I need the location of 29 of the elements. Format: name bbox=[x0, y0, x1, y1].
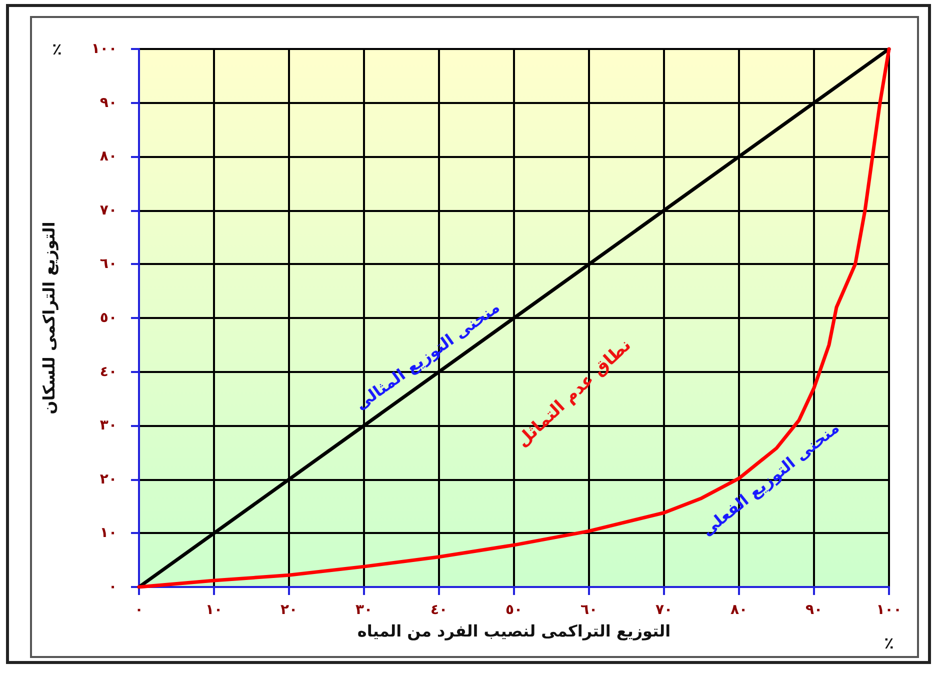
y-tick-label: ٤٠ bbox=[100, 364, 117, 380]
x-tick-label: ٣٠ bbox=[355, 602, 373, 618]
y-tick-label: ٩٠ bbox=[100, 94, 117, 111]
x-axis-title: التوزيع التراكمى لنصيب الفرد من المياه bbox=[357, 622, 671, 640]
y-axis-title: التوزيع التراكمى للسكان bbox=[40, 222, 58, 414]
y-tick-label: ٢٠ bbox=[100, 471, 117, 488]
x-tick-label: ١٠٠ bbox=[876, 602, 902, 618]
text: ٪ bbox=[884, 634, 894, 652]
text: منحنى التوزيع الفعلى bbox=[698, 418, 843, 540]
x-tick-label: ٠ bbox=[134, 602, 144, 618]
text: ٪ bbox=[52, 40, 62, 58]
x-tick-label: ٨٠ bbox=[730, 602, 748, 618]
x-tick-label: ٩٠ bbox=[805, 602, 823, 618]
y-tick-label: ١٠٠ bbox=[91, 41, 117, 57]
x-tick-label: ٥٠ bbox=[505, 602, 523, 618]
x-tick-label: ٦٠ bbox=[580, 602, 598, 618]
x-tick-label: ٤٠ bbox=[430, 602, 448, 618]
y-tick-label: ٨٠ bbox=[100, 148, 117, 165]
y-tick-label: ٥٠ bbox=[100, 310, 117, 326]
text: منحنى التوزيع المثالى bbox=[352, 297, 504, 414]
x-tick-label: ٧٠ bbox=[655, 602, 673, 618]
y-tick-label: ٧٠ bbox=[100, 202, 117, 218]
y-tick-label: ١٠ bbox=[100, 525, 117, 542]
y-tick-label: ٠ bbox=[108, 579, 117, 595]
y-tick-label: ٣٠ bbox=[100, 418, 117, 434]
x-tick-label: ١٠ bbox=[205, 602, 223, 618]
annotation: نطاق عدم التماثل bbox=[512, 335, 636, 452]
y-tick-label: ٦٠ bbox=[100, 256, 117, 272]
x-tick-label: ٢٠ bbox=[280, 602, 298, 618]
